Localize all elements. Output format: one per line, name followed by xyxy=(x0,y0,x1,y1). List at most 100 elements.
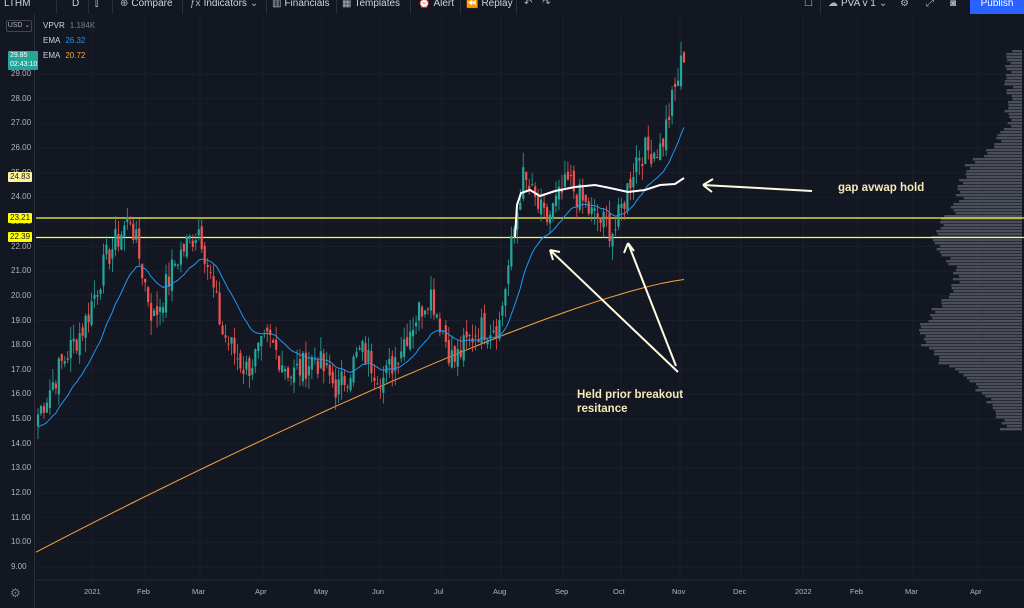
candle-body xyxy=(504,289,507,306)
currency-label: USD xyxy=(7,22,23,29)
volume-profile-bar xyxy=(970,167,1022,170)
fullscreen-button[interactable]: ⤢ xyxy=(926,0,934,9)
candle-body xyxy=(343,376,346,386)
layout-button[interactable]: ☁ PVA v 1 ⌄ xyxy=(828,0,887,9)
volume-profile-bar xyxy=(933,353,1022,356)
candle-body xyxy=(215,291,218,293)
compare-button[interactable]: ⊕ Compare xyxy=(120,0,173,9)
candle-body xyxy=(81,327,84,336)
volume-profile-bar xyxy=(1006,92,1022,95)
symbol-search[interactable]: LTHM xyxy=(4,0,30,9)
interval-button[interactable]: D xyxy=(72,0,79,9)
candle-body xyxy=(170,259,174,291)
volume-profile-bar xyxy=(953,203,1022,206)
candle-body xyxy=(144,278,147,283)
candle-body xyxy=(653,152,656,159)
function-icon: ƒx xyxy=(190,0,201,9)
volume-profile-bar xyxy=(992,407,1022,410)
camera-icon: ◙ xyxy=(950,0,957,9)
candle-body xyxy=(48,390,52,409)
volume-profile-bar xyxy=(1010,62,1022,65)
volume-profile-bar xyxy=(940,245,1022,248)
undo-button[interactable]: ↶ xyxy=(524,0,532,9)
candle-body xyxy=(295,363,299,366)
candle-body xyxy=(281,365,284,373)
candle-body xyxy=(438,318,441,333)
volume-profile-bar xyxy=(952,278,1022,281)
volume-profile-bar xyxy=(1006,68,1022,71)
volume-profile-bar xyxy=(951,284,1022,287)
candle-body xyxy=(462,335,465,361)
fullscreen-checkbox[interactable]: ☐ xyxy=(804,0,813,9)
legend-ema-slow[interactable]: EMA 20.72 xyxy=(43,48,95,63)
currency-selector[interactable]: USD ⌄ xyxy=(6,20,32,32)
candle-body xyxy=(534,186,537,197)
chart-type-button[interactable]: ⫿ xyxy=(95,0,98,9)
time-tick: Feb xyxy=(850,587,863,596)
candle-body xyxy=(611,233,614,247)
candle-body xyxy=(278,355,281,370)
candle-body xyxy=(516,212,519,230)
volume-profile-bar xyxy=(951,287,1022,290)
candle-body xyxy=(444,325,447,342)
volume-profile-bar xyxy=(1007,59,1022,62)
volume-profile-bar xyxy=(1013,86,1022,89)
last-price: 29.85 xyxy=(10,52,28,59)
candle-body xyxy=(138,228,141,259)
replay-button[interactable]: ⏪ Replay xyxy=(466,0,513,9)
candle-body xyxy=(251,368,254,376)
candle-body xyxy=(397,363,400,365)
volume-profile-bar xyxy=(1006,425,1022,428)
candle-body xyxy=(242,369,245,375)
financials-button[interactable]: ▥ Financials xyxy=(272,0,329,9)
legend-name: VPVR xyxy=(43,21,65,30)
volume-profile-bar xyxy=(941,218,1022,221)
volume-profile-bar xyxy=(991,398,1022,401)
candle-body xyxy=(376,383,379,385)
candle-body xyxy=(185,236,188,257)
publish-button[interactable]: Publish xyxy=(970,0,1024,14)
alert-button[interactable]: ⏰ Alert xyxy=(418,0,454,9)
candle-body xyxy=(99,289,102,295)
legend-vpvr[interactable]: VPVR 1.184K xyxy=(43,18,95,33)
volume-profile-bar xyxy=(1004,83,1022,86)
time-tick: Sep xyxy=(555,587,569,596)
candle-body xyxy=(93,294,96,299)
candle-body xyxy=(355,351,358,357)
upper-level-price-label: 23.21 xyxy=(8,213,33,223)
candle-body xyxy=(209,271,212,273)
legend-ema-fast[interactable]: EMA 26.32 xyxy=(43,33,95,48)
templates-button[interactable]: ▦ Templates xyxy=(342,0,400,9)
gear-icon[interactable]: ⚙ xyxy=(10,586,21,600)
horizontal-levels[interactable] xyxy=(36,217,1024,239)
price-tick: 17.00 xyxy=(11,364,32,374)
volume-profile-bar xyxy=(938,362,1022,365)
volume-profile-bar xyxy=(937,233,1022,236)
candle-body xyxy=(423,310,427,315)
volume-profile-bar xyxy=(975,389,1022,392)
volume-profile-bar xyxy=(946,260,1022,263)
candles-icon: ⫿ xyxy=(95,0,99,9)
volume-profile-bar xyxy=(1008,107,1022,110)
redo-button[interactable]: ↷ xyxy=(542,0,550,9)
price-tick: 29.00 xyxy=(11,69,32,78)
candle-body xyxy=(554,195,558,206)
candle-body xyxy=(63,361,66,364)
volume-profile-bar xyxy=(966,176,1022,179)
volume-profile-bar xyxy=(987,152,1022,155)
volume-profile-bar xyxy=(941,299,1022,302)
indicators-button[interactable]: ƒx Indicators ⌄ xyxy=(190,0,258,9)
candle-body xyxy=(346,386,349,388)
candle-body xyxy=(233,338,236,354)
candle-body xyxy=(542,202,546,208)
volume-profile-bar xyxy=(997,134,1022,137)
settings-button[interactable]: ⚙ xyxy=(900,0,909,9)
candle-body xyxy=(411,329,415,337)
volume-profile-bar xyxy=(966,170,1022,173)
price-axis-panel[interactable] xyxy=(0,14,35,608)
candle-body xyxy=(394,357,397,371)
snapshot-button[interactable]: ◙ xyxy=(950,0,956,9)
volume-profile-bar xyxy=(919,329,1022,332)
candle-body xyxy=(352,356,355,383)
